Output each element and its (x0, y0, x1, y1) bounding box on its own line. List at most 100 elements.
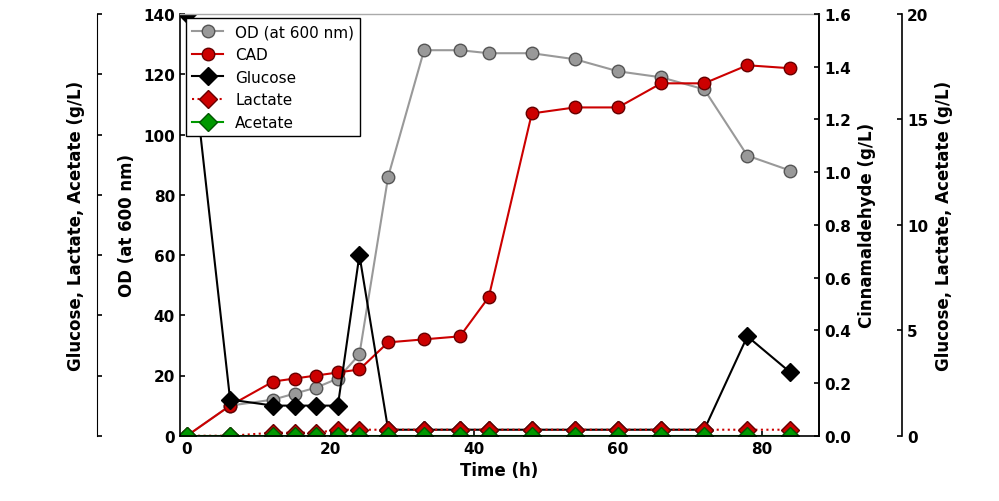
Lactate (224, 433, 236, 439)
Y-axis label: Glucose, Lactate, Acetate (g/L): Glucose, Lactate, Acetate (g/L) (935, 81, 953, 370)
Acetate (525, 433, 537, 439)
Legend: OD (at 600 nm), CAD, Glucose, Lactate, Acetate: OD (at 600 nm), CAD, Glucose, Lactate, A… (186, 19, 361, 137)
CAD (483, 295, 495, 301)
CAD (354, 367, 366, 373)
OD (at 600 nm) (784, 168, 796, 174)
Acetate (354, 433, 366, 439)
Line: Acetate: Acetate (181, 430, 796, 442)
Y-axis label: OD (at 600 nm): OD (at 600 nm) (118, 154, 136, 297)
Glucose (525, 427, 537, 433)
Lactate (311, 430, 323, 436)
OD (at 600 nm) (569, 57, 581, 63)
CAD (181, 433, 193, 439)
Acetate (698, 433, 710, 439)
Glucose (454, 427, 466, 433)
Line: CAD: CAD (181, 60, 796, 442)
OD (at 600 nm) (483, 51, 495, 57)
Lactate (741, 427, 753, 433)
Lactate (525, 427, 537, 433)
Lactate (698, 427, 710, 433)
Line: OD (at 600 nm): OD (at 600 nm) (181, 45, 796, 442)
Acetate (332, 433, 344, 439)
Acetate (289, 433, 301, 439)
Acetate (784, 433, 796, 439)
CAD (612, 105, 624, 111)
Lactate (784, 427, 796, 433)
Line: Glucose: Glucose (181, 9, 796, 436)
Lactate (569, 427, 581, 433)
OD (at 600 nm) (418, 48, 430, 54)
OD (at 600 nm) (612, 69, 624, 75)
OD (at 600 nm) (181, 433, 193, 439)
Acetate (311, 433, 323, 439)
Glucose (569, 427, 581, 433)
CAD (784, 66, 796, 72)
Lactate (483, 427, 495, 433)
Glucose (383, 427, 395, 433)
Glucose (289, 403, 301, 409)
Glucose (311, 403, 323, 409)
Y-axis label: Glucose, Lactate, Acetate (g/L): Glucose, Lactate, Acetate (g/L) (67, 81, 85, 370)
Lactate (418, 427, 430, 433)
CAD (698, 81, 710, 87)
Lactate (383, 427, 395, 433)
Lactate (454, 427, 466, 433)
CAD (525, 111, 537, 117)
OD (at 600 nm) (698, 87, 710, 93)
CAD (454, 334, 466, 340)
Lactate (267, 430, 279, 436)
Acetate (741, 433, 753, 439)
OD (at 600 nm) (383, 174, 395, 180)
Glucose (741, 334, 753, 340)
Lactate (655, 427, 667, 433)
OD (at 600 nm) (354, 352, 366, 358)
OD (at 600 nm) (741, 153, 753, 159)
Glucose (784, 370, 796, 376)
Y-axis label: Cinnamaldehyde (g/L): Cinnamaldehyde (g/L) (858, 123, 876, 328)
Lactate (354, 427, 366, 433)
Acetate (569, 433, 581, 439)
OD (at 600 nm) (332, 376, 344, 382)
OD (at 600 nm) (224, 403, 236, 409)
Glucose (224, 397, 236, 403)
Glucose (332, 403, 344, 409)
Acetate (418, 433, 430, 439)
Glucose (483, 427, 495, 433)
OD (at 600 nm) (289, 391, 301, 397)
CAD (383, 340, 395, 346)
Glucose (354, 253, 366, 259)
Lactate (181, 433, 193, 439)
Acetate (224, 433, 236, 439)
OD (at 600 nm) (525, 51, 537, 57)
Acetate (454, 433, 466, 439)
Acetate (181, 433, 193, 439)
CAD (224, 403, 236, 409)
Glucose (655, 427, 667, 433)
CAD (311, 373, 323, 379)
OD (at 600 nm) (454, 48, 466, 54)
Lactate (332, 427, 344, 433)
Line: Lactate: Lactate (181, 424, 796, 442)
Acetate (483, 433, 495, 439)
CAD (289, 376, 301, 382)
Lactate (289, 430, 301, 436)
CAD (569, 105, 581, 111)
CAD (267, 379, 279, 385)
Glucose (418, 427, 430, 433)
OD (at 600 nm) (655, 75, 667, 81)
Acetate (655, 433, 667, 439)
CAD (741, 63, 753, 69)
OD (at 600 nm) (267, 397, 279, 403)
Glucose (698, 427, 710, 433)
Lactate (612, 427, 624, 433)
Acetate (267, 433, 279, 439)
CAD (418, 337, 430, 343)
Acetate (383, 433, 395, 439)
CAD (655, 81, 667, 87)
OD (at 600 nm) (311, 385, 323, 391)
Acetate (612, 433, 624, 439)
CAD (332, 370, 344, 376)
Glucose (612, 427, 624, 433)
Glucose (267, 403, 279, 409)
X-axis label: Time (h): Time (h) (461, 461, 538, 479)
